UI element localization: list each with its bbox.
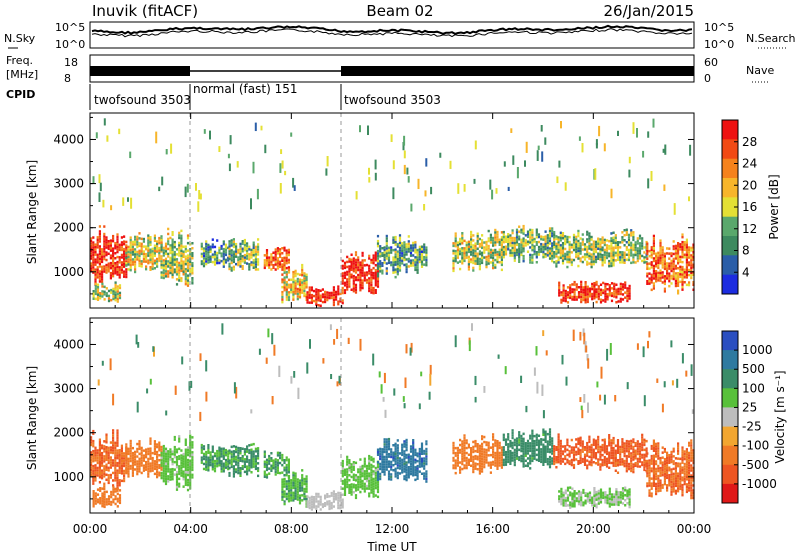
velocity-y-axis-label: Slant Range [km] bbox=[25, 366, 39, 470]
power-colorbar-swatch bbox=[722, 139, 738, 160]
velocity-colorbar-tick-label: 100 bbox=[742, 381, 765, 395]
velocity-colorbar-swatch bbox=[722, 426, 738, 447]
velocity-colorbar-swatch bbox=[722, 369, 738, 389]
velocity-colorbar-frame bbox=[721, 330, 739, 504]
velocity-y-ticks: 1000 2000 3000 4000 bbox=[53, 321, 694, 500]
power-colorbar-swatch bbox=[722, 158, 738, 179]
power-colorbar-tick-label: 4 bbox=[742, 265, 750, 279]
x-tick-label: 20:00 bbox=[576, 522, 611, 536]
x-tick-label: 00:00 bbox=[73, 522, 108, 536]
freq-left-label-1: Freq. bbox=[6, 54, 33, 67]
noise-left-label: N.Sky bbox=[4, 32, 36, 45]
plot-title: Inuvik (fitACF) bbox=[92, 2, 198, 20]
vel-y-tick-label: 2000 bbox=[53, 426, 84, 440]
freq-left-tick-bottom: 8 bbox=[64, 72, 71, 85]
noise-search-series bbox=[91, 28, 693, 38]
freq-left-label-2: [MHz] bbox=[6, 68, 38, 81]
noise-left-tick-bottom: 10^0 bbox=[55, 38, 85, 51]
velocity-colorbar-swatch bbox=[722, 445, 738, 466]
power-y-tick-label: 3000 bbox=[53, 177, 84, 191]
x-tick-label: 08:00 bbox=[274, 522, 309, 536]
velocity-colorbar: 1000 500 100 25 -25 -100 -500 -1000 bbox=[722, 331, 777, 504]
velocity-colorbar-tick-label: -25 bbox=[742, 420, 762, 434]
power-heatmap bbox=[90, 118, 695, 307]
x-axis-label: Time UT bbox=[366, 540, 417, 554]
vel-y-tick-label: 4000 bbox=[53, 337, 84, 351]
velocity-colorbar-swatch bbox=[722, 407, 738, 427]
freq-right-tick-top: 60 bbox=[704, 56, 718, 69]
velocity-colorbar-tick-label: 25 bbox=[742, 400, 757, 414]
power-colorbar-tick-label: 28 bbox=[742, 135, 757, 149]
power-y-tick-label: 2000 bbox=[53, 221, 84, 235]
velocity-colorbar-swatch bbox=[722, 388, 738, 408]
x-tick-label: 00:00 bbox=[677, 522, 712, 536]
power-colorbar-swatch bbox=[722, 197, 738, 218]
power-colorbar-tick-label: 16 bbox=[742, 200, 757, 214]
velocity-colorbar-label: Velocity [m s⁻¹] bbox=[773, 370, 787, 463]
x-axis-ticks: 00:00 04:00 08:00 12:00 16:00 20:00 00:00 bbox=[73, 113, 712, 536]
cpid-segment-1: twofsound 3503 bbox=[94, 93, 191, 107]
power-colorbar-frame bbox=[721, 119, 739, 295]
noise-panel-frame bbox=[89, 21, 695, 49]
noise-sky-series bbox=[91, 24, 693, 35]
velocity-colorbar-swatch bbox=[722, 350, 738, 370]
power-colorbar-tick-label: 12 bbox=[742, 222, 757, 236]
x-tick-label: 04:00 bbox=[173, 522, 208, 536]
velocity-heatmap bbox=[90, 323, 695, 511]
velocity-colorbar-tick-label: -100 bbox=[742, 439, 769, 453]
velocity-colorbar-tick-label: -1000 bbox=[742, 477, 777, 491]
x-tick-label: 12:00 bbox=[375, 522, 410, 536]
power-colorbar-tick-label: 20 bbox=[742, 178, 757, 192]
velocity-colorbar-tick-label: -500 bbox=[742, 458, 769, 472]
power-colorbar-tick-label: 24 bbox=[742, 157, 757, 171]
cpid-label: CPID bbox=[6, 88, 35, 101]
cpid-segment-3: twofsound 3503 bbox=[344, 93, 441, 107]
velocity-colorbar-swatch bbox=[722, 483, 738, 504]
power-colorbar-tick-label: 8 bbox=[742, 244, 750, 258]
freq-left-tick-top: 18 bbox=[64, 56, 78, 69]
velocity-colorbar-swatch bbox=[722, 464, 738, 485]
date-label: 26/Jan/2015 bbox=[604, 2, 695, 20]
freq-right-tick-bottom: 0 bbox=[704, 72, 711, 85]
power-y-tick-label: 1000 bbox=[53, 265, 84, 279]
noise-right-label: N.Search bbox=[746, 32, 796, 45]
vel-y-tick-label: 1000 bbox=[53, 470, 84, 484]
beam-label: Beam 02 bbox=[366, 2, 433, 20]
noise-right-tick-bottom: 10^0 bbox=[704, 38, 734, 51]
power-colorbar-swatch bbox=[722, 216, 738, 237]
velocity-colorbar-tick-label: 500 bbox=[742, 362, 765, 376]
power-y-axis-label: Slant Range [km] bbox=[25, 160, 39, 264]
velocity-colorbar-swatch bbox=[722, 331, 738, 351]
nave-label: Nave bbox=[746, 64, 774, 77]
velocity-panel-frame bbox=[89, 317, 695, 514]
power-colorbar-swatch bbox=[722, 255, 738, 276]
cpid-segment-2: normal (fast) 151 bbox=[193, 82, 297, 96]
power-colorbar-swatch bbox=[722, 178, 738, 198]
power-y-tick-label: 4000 bbox=[53, 132, 84, 146]
power-y-ticks: 1000 2000 3000 4000 bbox=[53, 116, 694, 295]
velocity-colorbar-tick-label: 1000 bbox=[742, 343, 773, 357]
power-colorbar-swatch bbox=[722, 274, 738, 295]
power-colorbar: 28 24 20 16 12 8 4 bbox=[722, 120, 757, 295]
power-colorbar-swatch bbox=[722, 236, 738, 256]
noise-right-tick-top: 10^5 bbox=[704, 21, 734, 34]
power-colorbar-label: Power [dB] bbox=[767, 174, 781, 239]
x-tick-label: 16:00 bbox=[475, 522, 510, 536]
freq-bar-segment-1 bbox=[90, 66, 190, 76]
vel-y-tick-label: 3000 bbox=[53, 382, 84, 396]
noise-left-tick-top: 10^5 bbox=[55, 21, 85, 34]
power-colorbar-swatch bbox=[722, 120, 738, 140]
freq-bar-segment-3 bbox=[341, 66, 694, 76]
